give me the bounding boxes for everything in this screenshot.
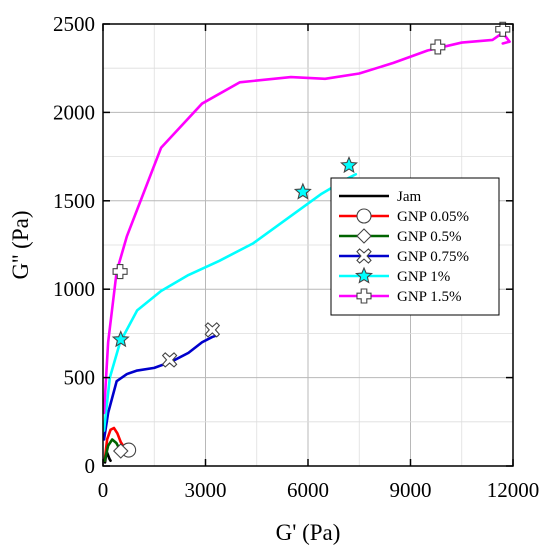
series-marker-3: [161, 352, 178, 368]
legend-marker-3: [356, 248, 372, 264]
x-tick-label: 0: [98, 478, 109, 502]
y-tick-label: 0: [85, 454, 96, 478]
legend-marker-1: [356, 208, 372, 224]
legend-marker-2: [356, 228, 372, 244]
legend: Jam GNP 0.05% GNP 0.5% GNP 0.75% GNP 1% GNP 1…: [330, 177, 500, 316]
y-tick-label: 2500: [53, 12, 95, 36]
x-tick-label: 9000: [390, 478, 432, 502]
series-line-5: [102, 31, 511, 415]
series-marker-2: [112, 443, 129, 459]
ticks: [102, 23, 514, 467]
y-tick-label: 500: [64, 366, 96, 390]
tick-labels: 0 3000 6000 9000 12000 0 500 1000 1500 2000 2500: [53, 12, 539, 502]
x-tick-label: 3000: [185, 478, 227, 502]
legend-label-3: GNP 0.75%: [397, 249, 469, 265]
legend-label-4: GNP 1%: [397, 269, 450, 285]
series-marker-4: [111, 330, 130, 348]
legend-label-0: Jam: [397, 189, 421, 205]
x-tick-label: 6000: [287, 478, 329, 502]
series-marker-4: [293, 182, 312, 200]
series-marker-5: [112, 263, 128, 280]
series-marker-4: [340, 156, 358, 174]
legend-box: [330, 177, 500, 316]
y-axis-label: G'' (Pa): [8, 211, 33, 280]
x-axis-label: G' (Pa): [276, 520, 341, 545]
legend-label-1: GNP 0.05%: [397, 209, 469, 225]
legend-label-5: GNP 1.5%: [397, 289, 461, 305]
series-line-4: [102, 172, 358, 432]
markers-layer: [111, 21, 511, 459]
y-tick-label: 1500: [53, 189, 95, 213]
y-tick-label: 1000: [53, 277, 95, 301]
y-tick-label: 2000: [53, 100, 95, 124]
x-tick-label: 12000: [487, 478, 540, 502]
series-marker-5: [430, 39, 446, 55]
legend-label-2: GNP 0.5%: [397, 229, 461, 245]
series-line-3: [102, 333, 219, 441]
legend-marker-5: [356, 288, 372, 304]
legend-marker-4: [355, 266, 373, 284]
series-marker-5: [495, 21, 511, 37]
series-marker-3: [204, 322, 221, 338]
